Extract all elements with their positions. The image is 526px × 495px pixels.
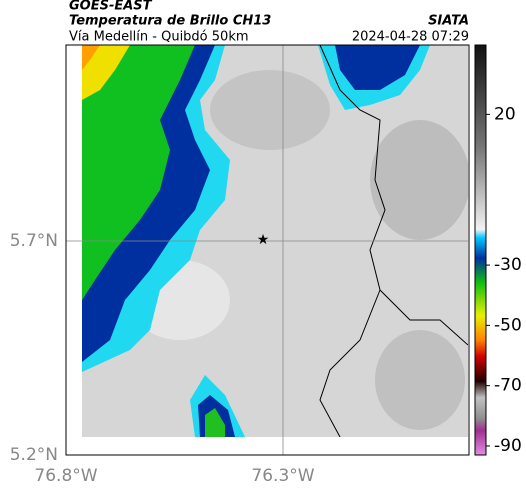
- colorbar-tick-label: 20: [494, 104, 516, 124]
- lon-label: 76.8°W: [34, 466, 97, 486]
- map-image: [82, 45, 468, 437]
- source: SIATA: [428, 14, 469, 29]
- lat-label: 5.2°N: [10, 445, 58, 465]
- map-frame: [65, 44, 470, 456]
- route: Vía Medellín - Quibdó 50km: [69, 30, 249, 45]
- colorbar-tick-label: -50: [494, 315, 522, 335]
- product: Temperatura de Brillo CH13: [69, 14, 271, 29]
- city-marker: ★: [257, 232, 270, 248]
- colorbar-tick-label: -30: [494, 255, 522, 275]
- colorbar: [474, 44, 487, 456]
- satellite: GOES-EAST: [69, 0, 153, 14]
- colorbar-ticks: 20 -30 -50 -70 -90: [486, 104, 522, 456]
- colorbar-tick-label: -90: [494, 436, 522, 456]
- datetime: 2024-04-28 07:29: [352, 30, 469, 45]
- colorbar-tick-label: -70: [494, 376, 522, 396]
- lon-label: 76.3°W: [251, 466, 314, 486]
- lat-label: 5.7°N: [10, 231, 58, 251]
